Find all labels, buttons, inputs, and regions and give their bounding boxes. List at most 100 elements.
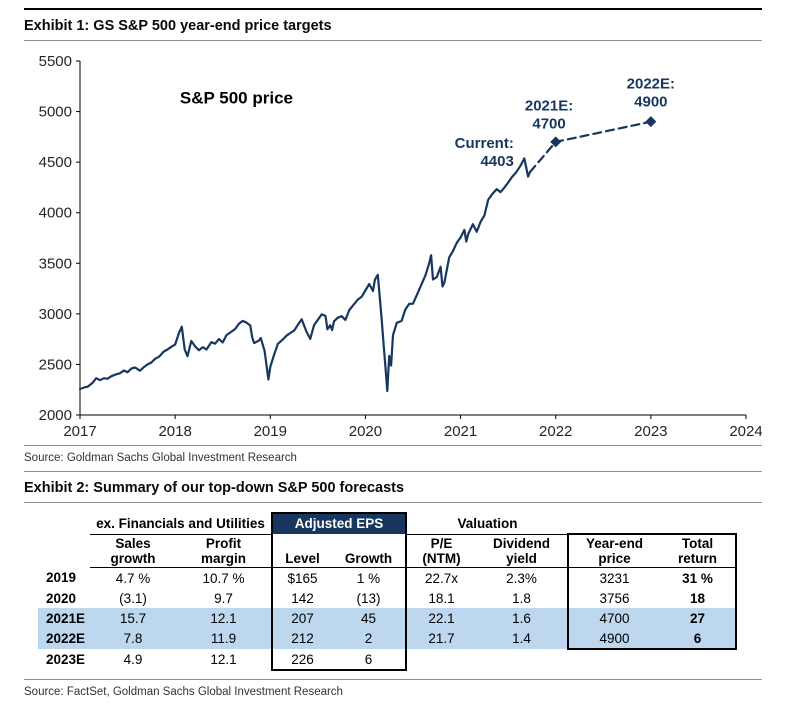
table-cell: 12.1	[210, 652, 237, 668]
chart-annotation: 2022E:	[627, 75, 675, 92]
table-cell: 18	[660, 588, 738, 609]
group-header-label: ex. Financials and Utilities	[90, 513, 273, 535]
table-cell: 1.8	[512, 590, 531, 606]
table-cell	[406, 649, 476, 670]
chart-series-title: S&P 500 price	[180, 88, 293, 107]
table-row: 2021E 15.7 12.1 207 45 22.1 1.6 4700 27	[38, 608, 738, 629]
target-diamond-marker	[550, 136, 562, 148]
table-cell: 22.1	[406, 608, 477, 629]
table-cell	[476, 649, 568, 670]
y-axis-tick-label: 3500	[39, 255, 72, 272]
row-label: 2021E	[38, 608, 91, 629]
table-cell: 1.4	[476, 628, 569, 650]
price-line	[78, 157, 532, 393]
column-header: Dividend yield	[476, 534, 569, 569]
top-rule	[24, 8, 762, 10]
x-axis-tick-label: 2022	[539, 423, 572, 440]
table-cell: $165	[271, 567, 333, 589]
table-row: 2023E 4.9 12.1 226 6	[38, 649, 736, 672]
y-axis-tick-label: 4000	[39, 205, 72, 222]
table-cell: 4900	[567, 628, 661, 651]
exhibit1-title: Exhibit 1: GS S&P 500 year-end price tar…	[24, 18, 332, 34]
column-header: Level	[271, 534, 333, 569]
row-label: 2023E	[46, 652, 86, 668]
table-cell: 15.7	[90, 608, 177, 629]
forecast-table: ex. Financials and Utilities Adjusted EPS…	[38, 512, 738, 672]
y-axis-tick-label: 3000	[39, 306, 72, 323]
table-cell: 7.8	[90, 628, 177, 650]
table-cell: 3756	[567, 588, 661, 609]
table-row: 2020 (3.1) 9.7 142 (13) 18.1 1.8 3756 18	[38, 588, 738, 609]
table-cell: 1.6	[476, 608, 569, 629]
column-header: Total return	[660, 533, 738, 569]
divider	[24, 40, 762, 41]
x-axis-tick-label: 2019	[254, 423, 287, 440]
table-cell: 4.9	[123, 652, 143, 668]
column-header: P/E (NTM)	[406, 534, 477, 569]
x-axis-tick-label: 2021	[444, 423, 477, 440]
row-label: 2022E	[38, 628, 91, 650]
table-cell: 2	[332, 628, 408, 650]
table-cell: 142	[271, 588, 333, 609]
table-cell: (13)	[332, 588, 408, 609]
table-cell: 9.7	[214, 590, 233, 606]
table-group-header-row: ex. Financials and Utilities Adjusted EPS…	[38, 512, 736, 535]
column-header: Sales growth	[90, 534, 177, 569]
y-axis-tick-label: 5000	[39, 104, 72, 121]
table-header-row: Sales growth Profit margin Level Growth P/E (NT…	[38, 533, 738, 569]
y-axis-tick-label: 2500	[39, 356, 72, 373]
divider	[24, 471, 762, 472]
divider	[24, 502, 762, 503]
exhibit1-source: Source: Goldman Sachs Global Investment …	[24, 452, 297, 464]
x-axis-tick-label: 2023	[634, 423, 667, 440]
group-header-spacer	[568, 513, 736, 534]
table-cell: 6	[660, 628, 738, 651]
row-label: 2020	[46, 590, 77, 606]
table-cell: 4.7 %	[115, 570, 151, 586]
target-diamond-marker	[645, 116, 657, 128]
group-header-spacer	[38, 513, 90, 534]
table-row: 2019 4.7 % 10.7 % $165 1 % 22.7x 2.3% 3231 31 %	[38, 567, 738, 589]
table-row: 2022E 7.8 11.9 212 2 21.7 1.4 4900 6	[38, 628, 738, 651]
x-axis-tick-label: 2017	[63, 423, 96, 440]
divider	[24, 445, 762, 446]
column-header: Growth	[332, 534, 408, 569]
exhibit2-title: Exhibit 2: Summary of our top-down S&P 5…	[24, 480, 405, 496]
table-cell: 21.7	[406, 628, 477, 650]
chart-annotation: 4403	[480, 153, 513, 170]
table-cell: 212	[271, 628, 333, 650]
table-cell: 18.1	[428, 590, 455, 606]
table-cell: 11.9	[176, 628, 273, 650]
table-cell: 31 %	[660, 567, 738, 589]
table-cell: 226	[271, 649, 333, 672]
y-axis-tick-label: 5500	[39, 53, 72, 70]
x-axis-tick-label: 2020	[349, 423, 382, 440]
column-header: Year-end price	[567, 533, 661, 569]
row-label: 2019	[46, 570, 77, 586]
table-cell	[660, 649, 736, 670]
sp500-price-chart: 2000 2500 3000 3500 4000 4500 5000 5500 2017 2018…	[24, 45, 762, 443]
chart-annotation: 4700	[532, 116, 565, 133]
table-cell: 22.7x	[425, 570, 459, 586]
table-cell: 6	[332, 649, 408, 672]
y-axis-tick-label: 2000	[39, 407, 72, 424]
x-axis-tick-label: 2018	[158, 423, 191, 440]
divider	[24, 679, 762, 681]
group-header-adjusted-eps: Adjusted EPS	[271, 512, 408, 534]
table-cell: 12.1	[176, 608, 273, 629]
table-cell: 27	[660, 608, 738, 629]
x-axis-tick-label: 2024	[729, 423, 762, 440]
chart-annotation: 2021E:	[525, 98, 573, 115]
table-cell: 207	[271, 608, 333, 629]
table-cell	[568, 649, 660, 670]
table-cell: 2.3%	[506, 570, 537, 586]
chart-annotation: Current:	[455, 135, 514, 152]
chart-annotation: 4900	[634, 93, 667, 110]
table-cell: 4700	[567, 608, 661, 629]
column-header: Profit margin	[176, 534, 273, 569]
y-axis-tick-label: 4500	[39, 154, 72, 171]
sp500-chart-canvas: 2000 2500 3000 3500 4000 4500 5000 5500 2017 2018…	[39, 53, 762, 440]
table-cell: (3.1)	[119, 590, 147, 606]
header-spacer	[38, 534, 90, 568]
